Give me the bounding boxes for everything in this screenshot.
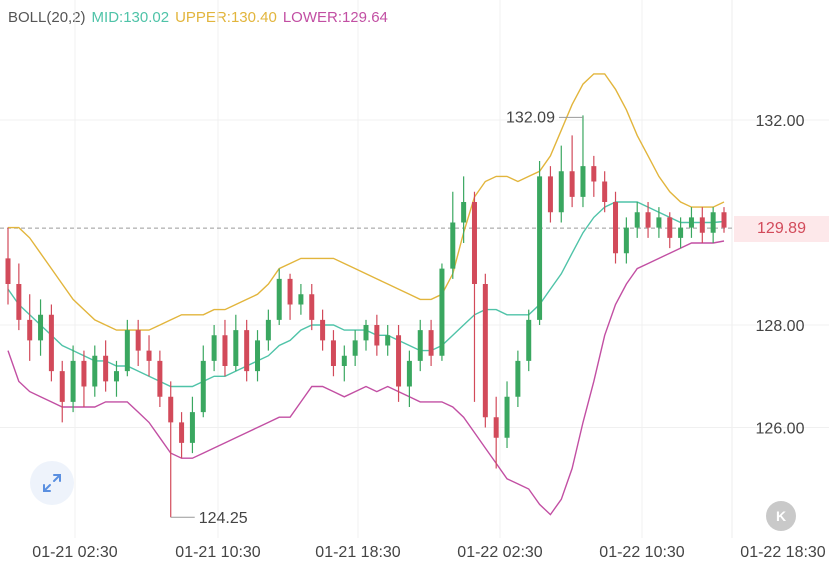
collapse-k-icon: K xyxy=(775,508,787,524)
candle-body xyxy=(189,412,195,443)
candle-body xyxy=(471,202,477,284)
candle-body xyxy=(330,340,336,366)
candle-body xyxy=(721,212,727,228)
candle-body xyxy=(602,181,608,202)
candle-body xyxy=(244,330,250,372)
candle-body xyxy=(613,202,619,254)
candle-body xyxy=(16,284,22,320)
y-tick-label: 132.00 xyxy=(756,113,805,130)
candle-body xyxy=(211,335,217,361)
candle-body xyxy=(493,417,499,438)
boll-legend: BOLL(20,2) MID:130.02 UPPER:130.40 LOWER:12… xyxy=(8,9,394,26)
candle-body xyxy=(341,355,347,366)
candle-body xyxy=(591,166,597,182)
y-tick-label: 126.00 xyxy=(756,421,805,438)
candle-body xyxy=(5,258,11,284)
candle-body xyxy=(135,330,141,351)
candle-body xyxy=(27,319,33,341)
candle-body xyxy=(157,360,163,397)
candle-body xyxy=(146,350,152,361)
candle-body xyxy=(417,330,423,361)
candle-body xyxy=(103,355,109,382)
candle-body xyxy=(547,176,553,213)
candle-body xyxy=(200,360,206,413)
candle-body xyxy=(537,176,543,320)
legend-mid: MID:130.02 xyxy=(91,9,170,26)
y-tick-label: 128.00 xyxy=(756,318,805,335)
candle-body xyxy=(504,396,510,438)
candle-body xyxy=(515,360,521,397)
candle-body xyxy=(233,330,239,366)
candle-body xyxy=(222,335,228,366)
candle-body xyxy=(623,227,629,254)
candle-body xyxy=(287,278,293,305)
candle-body xyxy=(309,294,315,320)
candle-body xyxy=(569,171,575,197)
low-annotation: 124.25 xyxy=(199,510,248,527)
boll-lower-line xyxy=(7,240,725,516)
x-tick-label: 01-21 10:30 xyxy=(175,544,261,561)
candle-body xyxy=(699,217,705,233)
legend-upper: UPPER:130.40 xyxy=(175,9,277,26)
candle-body xyxy=(38,314,44,341)
candle-body xyxy=(179,422,185,443)
candle-body xyxy=(667,217,673,238)
candle-body xyxy=(710,212,716,233)
candle-body xyxy=(688,217,694,228)
candle-body xyxy=(352,340,358,356)
high-annotation: 132.09 xyxy=(506,109,555,126)
expand-arrows-icon xyxy=(43,474,61,492)
current-price-tag: 129.89 xyxy=(734,216,829,242)
candle-body xyxy=(645,212,651,228)
candle-body xyxy=(678,227,684,238)
x-tick-label: 01-21 02:30 xyxy=(32,544,118,561)
candle-body xyxy=(558,171,564,213)
candle-body xyxy=(265,319,271,341)
candle-body xyxy=(113,371,119,382)
candle-body xyxy=(450,222,456,269)
expand-button[interactable] xyxy=(30,461,74,505)
candle-body xyxy=(526,319,532,361)
candle-body xyxy=(81,360,87,387)
x-tick-label: 01-22 02:30 xyxy=(457,544,543,561)
candle-body xyxy=(439,268,445,356)
candle-body xyxy=(656,217,662,228)
legend-indicator-name: BOLL(20,2) xyxy=(8,9,86,26)
candle-body xyxy=(70,360,76,402)
legend-lower: LOWER:129.64 xyxy=(282,9,388,26)
candle-body xyxy=(482,284,488,418)
candle-body xyxy=(396,335,402,387)
candle-body xyxy=(255,340,261,372)
candle-body xyxy=(406,360,412,387)
candle-body xyxy=(374,325,380,346)
candle-body xyxy=(320,319,326,341)
candle-body xyxy=(363,325,369,341)
x-tick-label: 01-21 18:30 xyxy=(315,544,401,561)
candle-body xyxy=(276,278,282,320)
candle-body xyxy=(48,314,54,372)
candle-body xyxy=(428,330,434,356)
x-tick-label: 01-22 10:30 xyxy=(599,544,685,561)
candle-body xyxy=(634,212,640,228)
candle-body xyxy=(124,330,130,372)
candle-body xyxy=(385,335,391,346)
candle-body xyxy=(580,166,586,197)
collapse-button[interactable]: K xyxy=(766,501,796,531)
candle-body xyxy=(59,371,65,402)
candle-body xyxy=(461,202,467,223)
candle-body xyxy=(168,396,174,423)
candle-body xyxy=(92,355,98,387)
x-tick-label: 01-22 18:30 xyxy=(740,544,826,561)
candle-body xyxy=(298,294,304,305)
